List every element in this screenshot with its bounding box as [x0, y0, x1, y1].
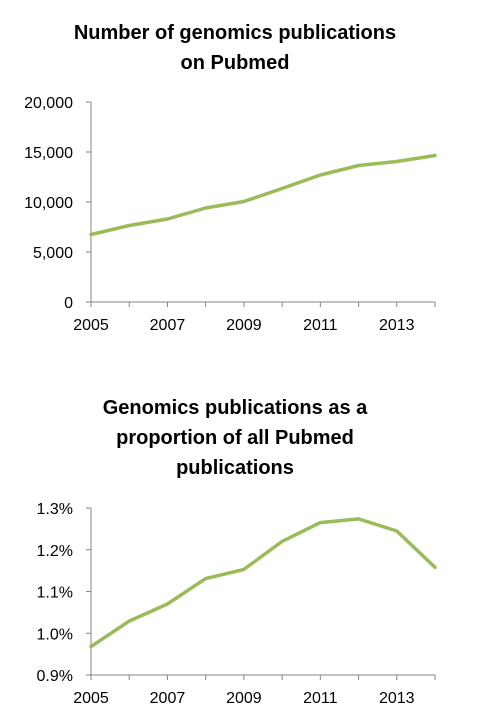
y-tick-label: 5,000 — [33, 245, 73, 262]
y-tick-label: 1.0% — [37, 626, 73, 643]
series-line — [89, 517, 437, 649]
series-line — [89, 153, 437, 237]
chart-title-line: Genomics publications as a — [103, 397, 368, 419]
y-tick-label: 0 — [64, 295, 73, 312]
chart-title-line: proportion of all Pubmed — [116, 427, 354, 449]
y-tick-label: 1.1% — [37, 585, 73, 602]
y-tick-label: 1.3% — [37, 501, 73, 518]
chart-title-line: Number of genomics publications — [74, 22, 396, 44]
chart-title-line: publications — [176, 457, 294, 479]
x-tick-label: 2013 — [379, 317, 415, 334]
x-tick-label: 2013 — [379, 690, 415, 707]
x-tick-label: 2005 — [73, 690, 109, 707]
chart-title-line: on Pubmed — [181, 52, 290, 74]
x-tick-label: 2007 — [150, 317, 186, 334]
y-tick-label: 1.2% — [37, 543, 73, 560]
x-tick-label: 2007 — [150, 690, 186, 707]
x-tick-label: 2005 — [73, 317, 109, 334]
x-tick-label: 2009 — [226, 317, 262, 334]
x-tick-label: 2011 — [303, 690, 338, 707]
y-tick-label: 0.9% — [37, 668, 73, 685]
y-tick-label: 10,000 — [24, 195, 73, 212]
x-tick-label: 2009 — [226, 690, 262, 707]
chart-2: Genomics publications as a proportion of … — [37, 397, 437, 707]
chart-1: Number of genomics publications on Pubmed… — [24, 22, 437, 334]
y-tick-label: 15,000 — [24, 145, 73, 162]
x-tick-label: 2011 — [303, 317, 338, 334]
y-tick-label: 20,000 — [24, 95, 73, 112]
